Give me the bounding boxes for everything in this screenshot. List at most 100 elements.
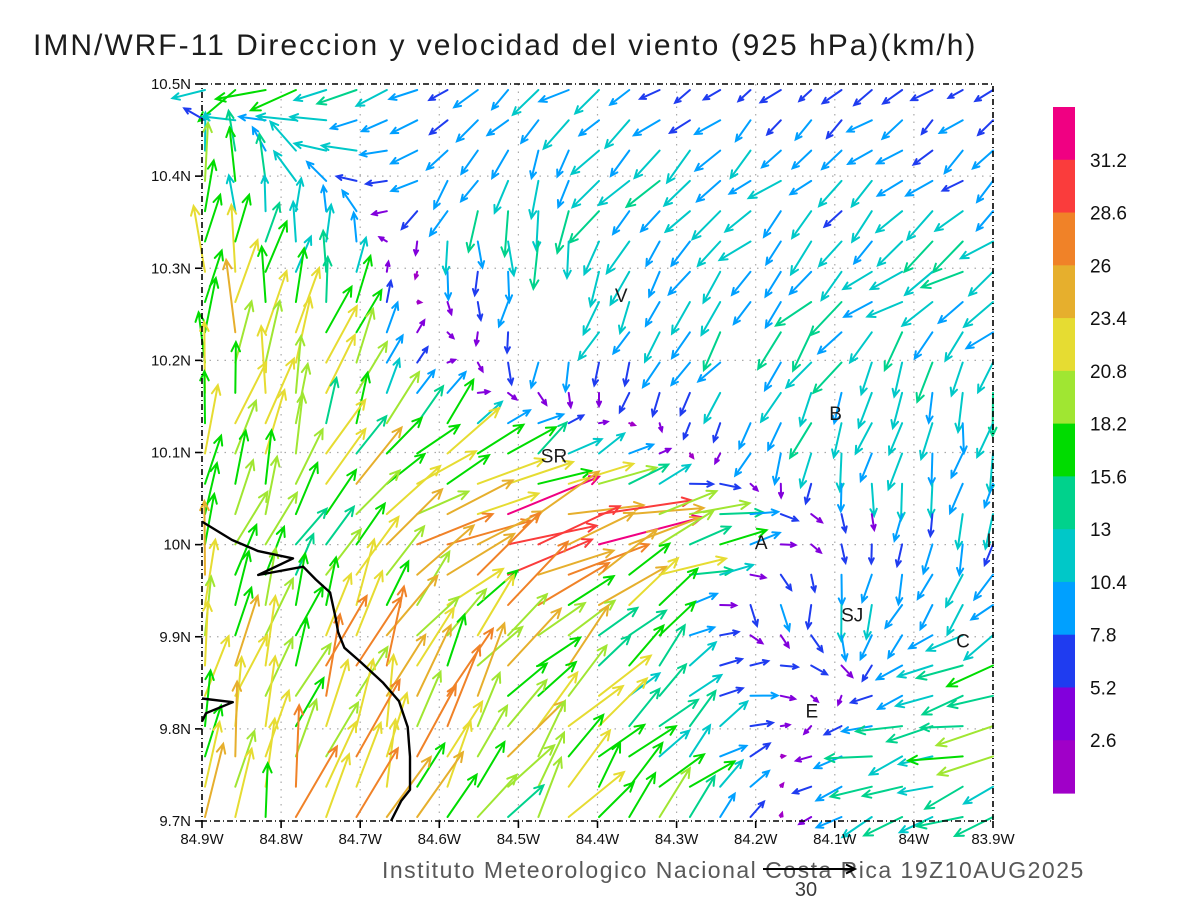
wind-arrow (765, 240, 782, 267)
wind-arrow (294, 744, 339, 818)
colorbar-label: 7.8 (1090, 626, 1116, 647)
wind-arrow (446, 406, 501, 455)
wind-arrow (598, 723, 647, 758)
colorbar-label: 13 (1090, 520, 1111, 541)
wind-arrow (591, 361, 600, 388)
wind-arrow (633, 149, 661, 180)
y-tick-label: 10.1N (151, 445, 191, 462)
x-tick-label: 84.1W (813, 831, 857, 848)
y-tick-label: 10N (163, 537, 191, 554)
wind-arrow (350, 210, 359, 243)
wind-arrow (507, 426, 558, 455)
wind-arrow (808, 301, 843, 338)
wind-arrow (853, 725, 904, 736)
wind-arrow (459, 179, 479, 204)
wind-arrow (537, 548, 616, 576)
wind-arrow (234, 458, 256, 516)
wind-arrow (226, 202, 238, 273)
wind-arrow (446, 301, 453, 317)
wind-arrow (639, 210, 661, 234)
wind-arrow (476, 301, 484, 323)
wind-arrow (416, 683, 457, 758)
wind-arrow (446, 370, 468, 394)
wind-arrow (688, 640, 718, 667)
wind-arrow (793, 755, 813, 763)
wind-arrow (915, 361, 934, 404)
wind-arrow (693, 119, 722, 136)
wind-arrow (355, 414, 388, 455)
wind-arrow (779, 781, 785, 788)
wind-arrow (628, 771, 657, 818)
wind-arrow (902, 240, 934, 274)
wind-arrow (814, 816, 843, 829)
wind-arrow (234, 633, 269, 697)
wind-arrow (446, 377, 475, 425)
wind-arrow (264, 268, 289, 334)
wind-arrow (738, 422, 752, 451)
wind-arrow (532, 210, 542, 253)
wind-arrow (598, 676, 649, 728)
wind-arrow (702, 331, 722, 373)
wind-arrow (842, 301, 873, 318)
city-label-b: B (829, 404, 842, 425)
wind-arrow (848, 331, 873, 365)
wind-arrow (784, 361, 813, 390)
wind-arrow (670, 301, 691, 336)
wind-arrow (658, 489, 719, 516)
wind-arrow (294, 616, 310, 667)
wind-arrow (719, 527, 769, 546)
wind-arrow (441, 240, 451, 276)
wind-arrow (567, 603, 610, 667)
wind-arrow (921, 543, 934, 576)
wind-arrow (628, 542, 672, 576)
wind-arrow (264, 219, 288, 273)
wind-arrow (702, 270, 722, 305)
wind-arrow (850, 210, 873, 244)
wind-arrow (658, 662, 688, 697)
wind-arrow (658, 766, 692, 818)
wind-arrow (507, 361, 515, 387)
wind-arrow (294, 391, 307, 455)
wind-arrow (839, 725, 873, 735)
wind-arrow (355, 537, 377, 606)
x-tick-label: 84.7W (339, 831, 383, 848)
colorbar-label: 15.6 (1090, 467, 1127, 488)
wind-arrow (964, 331, 994, 350)
wind-arrow (567, 437, 604, 455)
wind-arrow (875, 179, 904, 197)
wind-arrow (294, 246, 308, 303)
coastline (200, 697, 234, 723)
wind-arrow (355, 501, 387, 546)
wind-arrow (956, 543, 965, 578)
wind-arrow (969, 604, 994, 621)
wind-arrow (983, 482, 994, 510)
wind-arrow (491, 149, 510, 181)
x-tick-label: 84.4W (576, 831, 620, 848)
wind-arrow (730, 270, 752, 297)
wind-arrow (204, 741, 227, 818)
wind-arrow (292, 140, 328, 152)
wind-arrow (416, 669, 442, 728)
wind-arrow (658, 509, 716, 546)
wind-arrow (452, 89, 479, 109)
colorbar-label: 5.2 (1090, 678, 1116, 699)
wind-arrow (861, 664, 873, 683)
wind-arrow (507, 538, 595, 576)
wind-arrow (896, 785, 934, 796)
wind-arrow (883, 331, 904, 373)
wind-arrow (863, 604, 873, 641)
wind-arrow (628, 609, 668, 637)
wind-arrow (778, 810, 784, 818)
wind-arrow (920, 119, 934, 136)
wind-arrow (828, 785, 873, 800)
wind-arrow (603, 119, 631, 150)
wind-arrow (914, 664, 964, 681)
wind-arrow (357, 149, 388, 158)
wind-arrow (294, 295, 314, 364)
wind-arrow (500, 210, 511, 259)
wind-arrow (865, 301, 904, 318)
wind-arrow (723, 210, 752, 233)
wind-arrow (736, 89, 752, 103)
wind-arrow (264, 636, 294, 697)
